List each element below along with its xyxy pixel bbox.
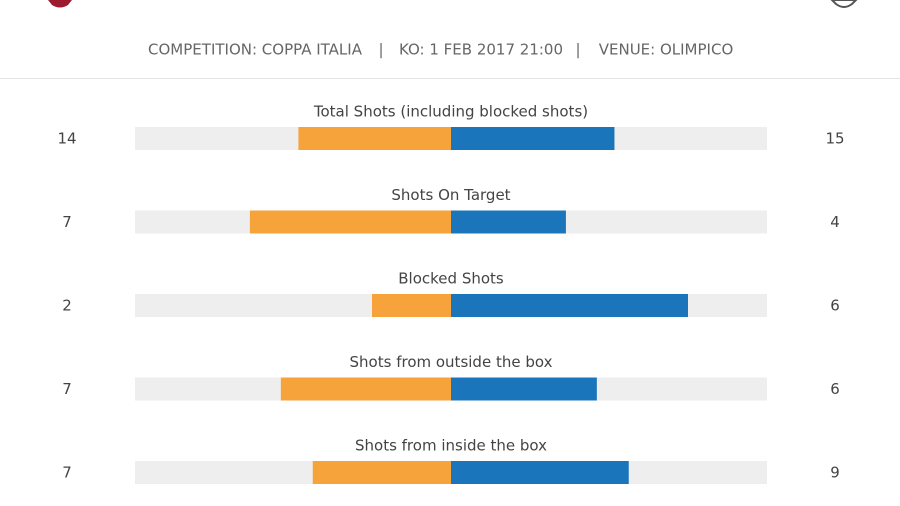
home-bar [298, 127, 451, 150]
away-bar [451, 210, 566, 234]
home-value: 14 [57, 130, 76, 148]
home-bar [372, 294, 451, 317]
home-logo [48, 0, 72, 8]
home-value: 7 [62, 213, 72, 231]
away-bar [451, 461, 629, 484]
stat-label: Shots from outside the box [350, 353, 553, 371]
venue: VENUE: OLIMPICO [599, 41, 734, 59]
away-bar [451, 377, 597, 401]
stat-label: Shots On Target [391, 186, 510, 204]
kickoff: KO: 1 FEB 2017 21:00 [399, 41, 563, 59]
away-logo [830, 0, 858, 8]
competition: COMPETITION: COPPA ITALIA [148, 41, 363, 59]
separator: | [378, 41, 383, 59]
stat-label: Blocked Shots [398, 270, 504, 288]
away-value: 4 [830, 213, 840, 231]
home-value: 7 [62, 464, 72, 482]
stat-label: Total Shots (including blocked shots) [313, 103, 588, 121]
stat-label: Shots from inside the box [355, 437, 547, 455]
home-value: 7 [62, 380, 72, 398]
separator: | [575, 41, 580, 59]
away-value: 9 [830, 464, 840, 482]
home-bar [312, 461, 451, 484]
away-bar [451, 294, 688, 317]
away-bar [451, 127, 615, 150]
home-bar [280, 377, 451, 401]
home-value: 2 [62, 297, 72, 315]
away-value: 15 [825, 130, 844, 148]
away-value: 6 [830, 297, 840, 315]
away-value: 6 [830, 380, 840, 398]
home-bar [249, 210, 451, 234]
